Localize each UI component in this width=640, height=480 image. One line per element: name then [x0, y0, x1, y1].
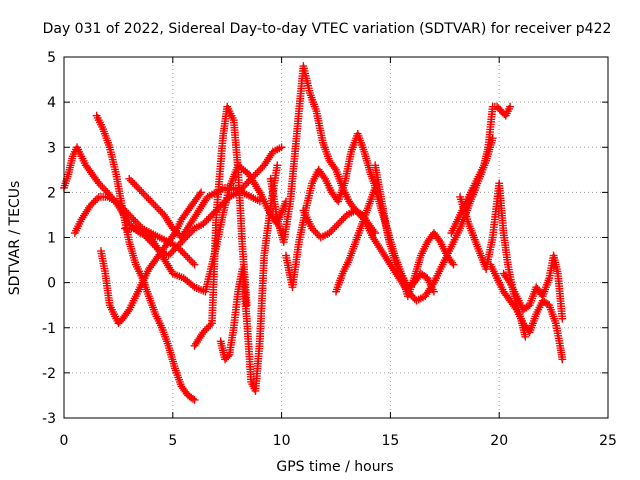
- series-s16: [486, 260, 567, 364]
- x-tick-label: 10: [273, 433, 291, 449]
- x-tick-label: 15: [381, 433, 399, 449]
- y-tick-label: 0: [47, 276, 56, 292]
- x-tick-label: 20: [490, 433, 508, 449]
- series-s3: [92, 111, 199, 404]
- tick-labels: 0 5 10 15 20 25 -3 -2 -1 0 1 2 3 4 5: [42, 50, 617, 449]
- data-point: [488, 134, 497, 143]
- data-point: [430, 287, 438, 296]
- y-tick-label: 3: [47, 140, 56, 156]
- y-axis-label: SDTVAR / TECUs: [7, 181, 23, 296]
- y-tick-label: 5: [47, 50, 56, 66]
- plot-frame: [63, 56, 609, 419]
- series-s1: [60, 143, 290, 296]
- data-point: [558, 355, 567, 364]
- chart-title: Day 031 of 2022, Sidereal Day-to-day VTE…: [43, 21, 612, 37]
- series-s12: [332, 183, 458, 301]
- series-s8: [216, 161, 282, 395]
- data-point: [506, 102, 514, 111]
- data-point: [197, 188, 205, 197]
- x-tick-label: 5: [168, 433, 177, 449]
- series-s14: [447, 102, 514, 237]
- series-s9: [266, 62, 380, 246]
- series-s13: [371, 161, 438, 296]
- series-s10: [282, 129, 382, 292]
- data-point: [255, 197, 264, 206]
- y-tick-label: 4: [47, 95, 56, 111]
- y-tick-label: 2: [47, 185, 56, 201]
- data-point: [190, 260, 199, 269]
- data-point: [558, 314, 567, 323]
- data-points: [60, 62, 567, 404]
- data-point: [521, 332, 530, 341]
- y-tick-label: 1: [47, 231, 56, 247]
- x-tick-label: 0: [60, 433, 69, 449]
- y-tick-label: -2: [42, 366, 56, 382]
- series-s7: [190, 102, 251, 350]
- y-tick-label: -1: [42, 321, 56, 337]
- x-tick-label: 25: [599, 433, 617, 449]
- data-point: [273, 161, 282, 170]
- x-axis-label: GPS time / hours: [276, 459, 393, 475]
- series-s6: [125, 174, 264, 242]
- data-point: [190, 396, 199, 404]
- y-tick-label: -3: [42, 411, 56, 427]
- data-point: [277, 143, 286, 152]
- data-point: [449, 260, 458, 269]
- series-s17: [499, 251, 567, 323]
